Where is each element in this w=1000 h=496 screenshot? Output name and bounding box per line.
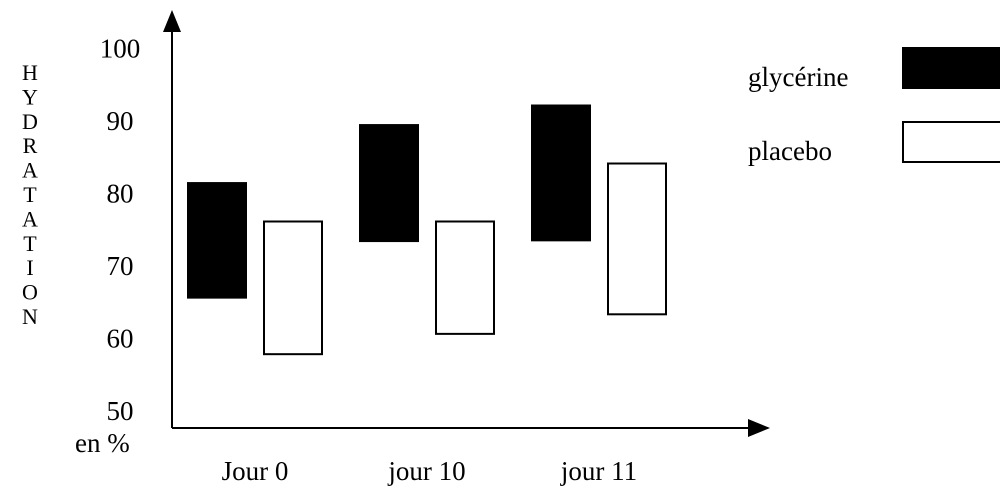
legend-label: glycérine [748, 62, 848, 92]
bar-placebo [607, 162, 667, 316]
y-tick-label: 100 [100, 34, 141, 64]
bar-placebo [435, 220, 495, 335]
y-unit-label: en % [75, 428, 130, 458]
y-tick-label: 60 [107, 324, 134, 354]
bar-glycerine [359, 124, 419, 243]
legend-label: placebo [748, 136, 832, 166]
category-label: jour 11 [560, 456, 637, 486]
legend-swatch [902, 47, 1000, 89]
legend-swatch [902, 121, 1000, 163]
y-tick-label: 50 [107, 396, 134, 426]
bar-glycerine [187, 182, 247, 299]
x-axis-arrow [748, 419, 770, 437]
bar-glycerine [531, 104, 591, 242]
bar-placebo [263, 220, 323, 356]
legend: glycérine placebo [748, 47, 1000, 166]
y-axis-arrow [163, 10, 181, 32]
category-labels: Jour 0 jour 10 jour 11 [222, 456, 638, 486]
y-tick-label: 70 [107, 251, 134, 281]
bars [187, 104, 667, 356]
axes [163, 10, 770, 437]
y-tick-label: 80 [107, 179, 134, 209]
category-label: jour 10 [387, 456, 465, 486]
y-tick-label: 90 [107, 106, 134, 136]
y-tick-labels: 100 90 80 70 60 50 [100, 34, 141, 427]
category-label: Jour 0 [222, 456, 289, 486]
